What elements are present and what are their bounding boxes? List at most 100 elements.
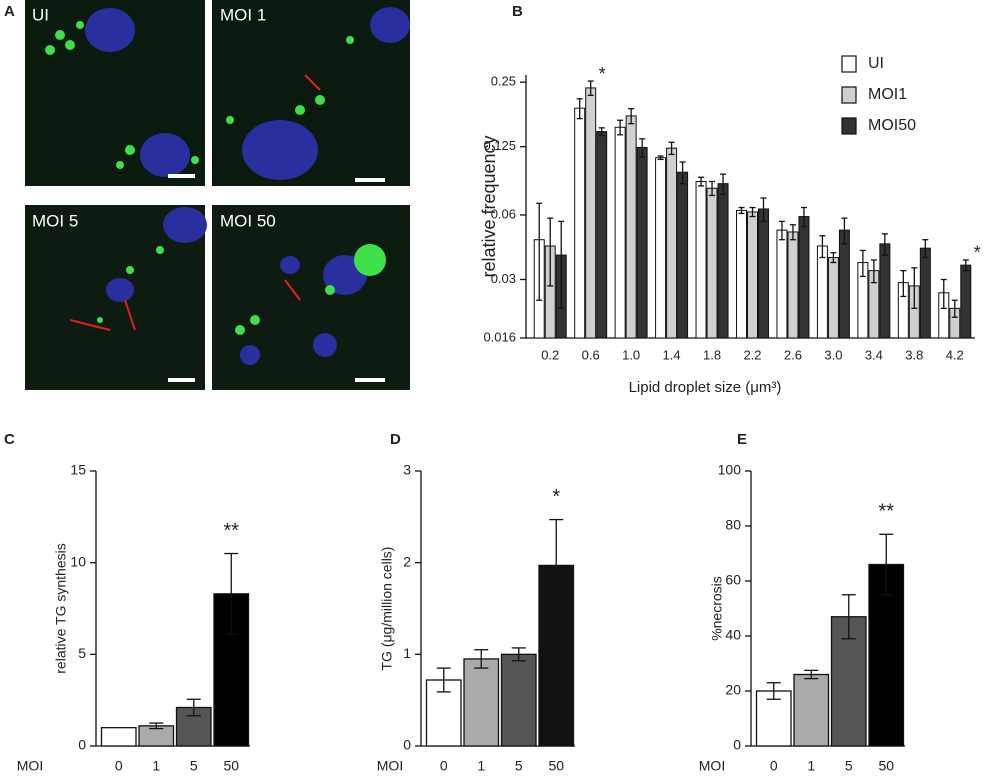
bar <box>747 211 758 339</box>
scale-bars <box>168 174 385 382</box>
legend-swatch <box>841 117 857 135</box>
y-tick-label: 40 <box>725 627 741 643</box>
bar <box>574 107 586 339</box>
bar <box>706 187 718 339</box>
y-axis-label: %necrosis <box>709 576 725 641</box>
image-label: UI <box>32 5 49 24</box>
y-tick-label: 5 <box>78 645 86 661</box>
legend-label: MOI1 <box>868 86 907 103</box>
y-tick-label: 0 <box>403 737 411 753</box>
bar <box>717 183 729 339</box>
bar <box>787 231 799 339</box>
x-tick-label: 50 <box>548 758 564 774</box>
y-tick-label: 100 <box>718 462 742 478</box>
y-tick-label: 1 <box>403 645 411 661</box>
x-tick-label: 2.6 <box>784 347 802 362</box>
bar <box>100 727 137 747</box>
y-axis-label: relative TG synthesis <box>53 543 69 673</box>
bar <box>655 157 667 339</box>
x-tick-label: 1 <box>807 758 815 774</box>
x-tick-label: 50 <box>223 758 239 774</box>
y-axis-label: TG (μg/million cells) <box>379 547 395 671</box>
x-tick-label: 5 <box>515 758 523 774</box>
image-label: MOI 5 <box>32 211 78 230</box>
legend-swatch <box>841 55 857 73</box>
bar <box>736 209 747 339</box>
x-tick-label: 5 <box>845 758 853 774</box>
bar <box>695 180 707 339</box>
x-tick-label: 0 <box>440 758 448 774</box>
bar <box>827 256 839 339</box>
y-tick-label: 60 <box>725 572 741 588</box>
panel-letter: C <box>4 431 15 448</box>
bar <box>463 658 500 747</box>
y-tick-label: 3 <box>403 462 411 478</box>
x-axis-label: MOI <box>699 758 725 774</box>
x-tick-label: 3.0 <box>824 347 842 362</box>
panel-letter: B <box>512 3 523 20</box>
image-label: MOI 1 <box>220 5 266 24</box>
image-label: MOI 50 <box>220 211 276 230</box>
x-tick-label: 1.0 <box>622 347 640 362</box>
bar <box>879 243 891 339</box>
x-axis-label: MOI <box>17 758 43 774</box>
x-tick-label: 0.2 <box>541 347 559 362</box>
bar <box>596 131 608 339</box>
legend-label: UI <box>868 55 884 72</box>
bar <box>816 245 828 339</box>
x-tick-label: 0 <box>770 758 778 774</box>
legend-swatch <box>841 86 857 104</box>
x-tick-label: 1 <box>477 758 485 774</box>
y-tick-label: 0.03 <box>491 271 516 286</box>
bar <box>798 216 810 339</box>
y-tick-label: 0 <box>733 737 741 753</box>
y-axis-label: relative frequency <box>479 135 499 277</box>
x-tick-label: 50 <box>878 758 894 774</box>
bar <box>585 87 597 339</box>
x-tick-label: 4.2 <box>946 347 964 362</box>
legend-label: MOI50 <box>868 117 916 134</box>
x-tick-label: 0 <box>115 758 123 774</box>
bar <box>625 115 637 339</box>
micrograph <box>212 205 410 390</box>
y-tick-label: 0.25 <box>491 74 516 89</box>
bacteria <box>69 74 321 331</box>
y-tick-label: 2 <box>403 553 411 569</box>
panel-letter: A <box>4 3 15 20</box>
bar <box>677 171 689 339</box>
panel-letter: E <box>737 431 747 448</box>
bar <box>793 673 830 747</box>
y-tick-label: 0.016 <box>483 329 516 344</box>
y-tick-label: 0.125 <box>483 138 516 153</box>
bar <box>614 126 626 339</box>
bar <box>960 264 972 339</box>
y-tick-label: 20 <box>725 682 741 698</box>
annotation: ** <box>223 520 239 542</box>
annotation: * <box>599 64 606 84</box>
x-tick-label: 3.4 <box>865 347 883 362</box>
annotation: ** <box>878 501 894 523</box>
micrograph-panel: UI MOI 1 MOI 5 MOI 50 <box>25 0 410 390</box>
x-tick-label: 5 <box>190 758 198 774</box>
y-tick-label: 10 <box>70 553 86 569</box>
panel-letter: D <box>390 431 401 448</box>
x-tick-label: 3.8 <box>905 347 923 362</box>
annotation: * <box>552 486 560 508</box>
x-axis-label: Lipid droplet size (μm³) <box>629 379 782 396</box>
annotation: * <box>974 243 981 263</box>
x-tick-label: 1.4 <box>663 347 681 362</box>
bar <box>636 146 648 339</box>
bar <box>758 208 769 339</box>
lipid-droplets <box>45 21 386 335</box>
bar <box>919 247 931 339</box>
y-tick-label: 0.06 <box>491 206 516 221</box>
x-tick-label: 0.6 <box>582 347 600 362</box>
bar <box>500 653 537 747</box>
x-tick-label: 1 <box>152 758 160 774</box>
y-tick-label: 0 <box>78 737 86 753</box>
nuclei <box>85 7 410 365</box>
bar <box>838 229 850 339</box>
x-axis-label: MOI <box>377 758 403 774</box>
y-tick-label: 80 <box>725 517 741 533</box>
